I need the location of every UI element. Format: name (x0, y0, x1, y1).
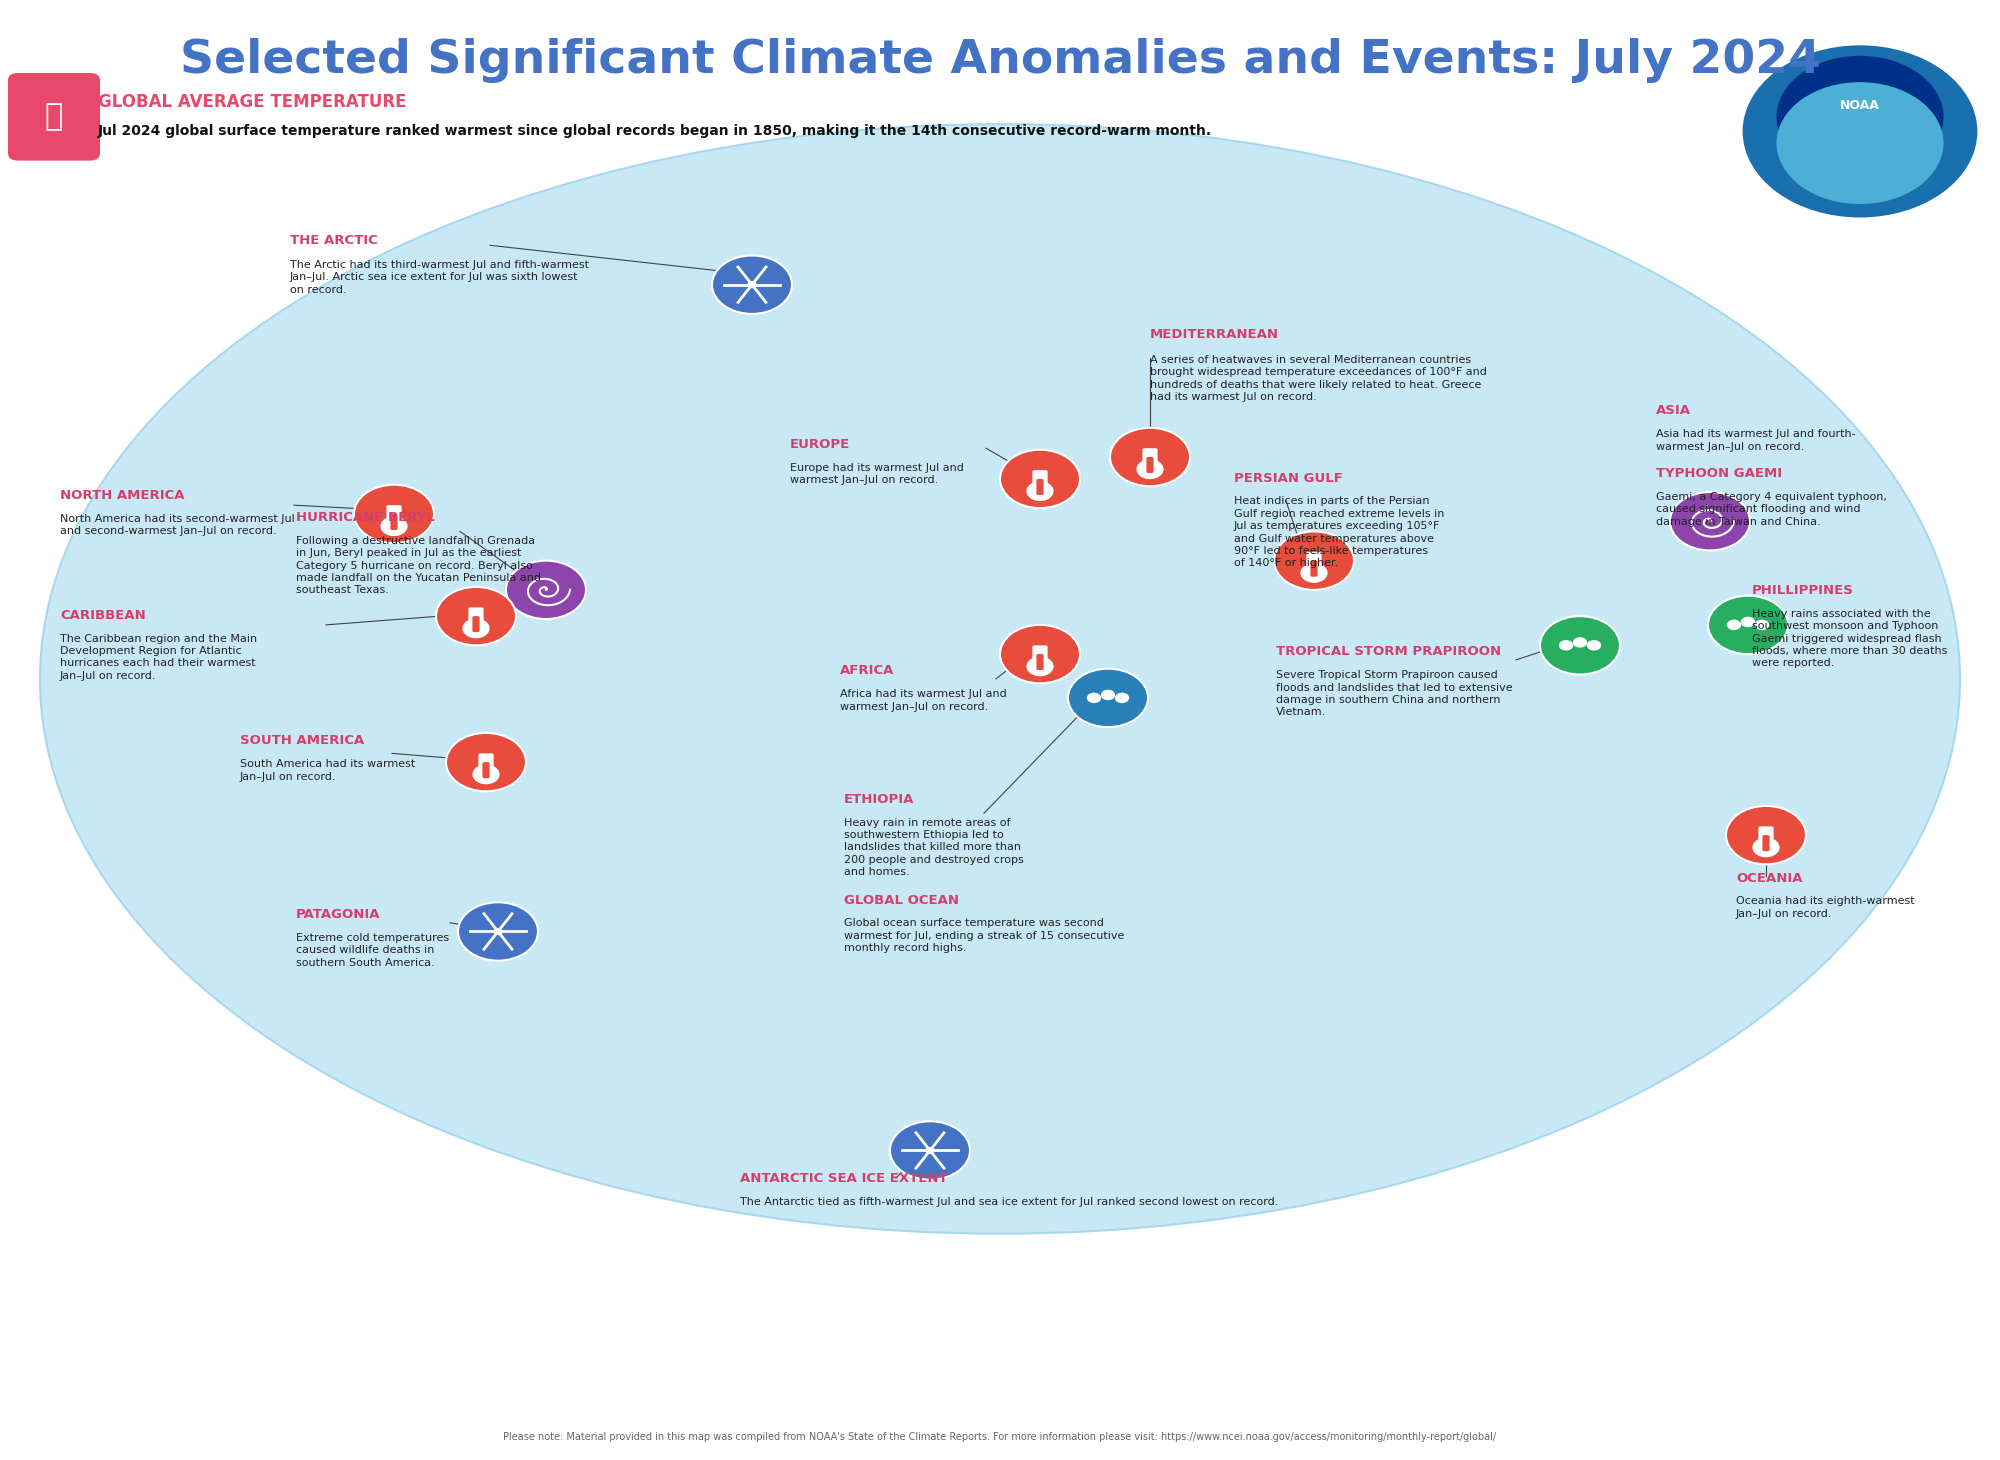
FancyBboxPatch shape (482, 762, 490, 778)
Circle shape (890, 1121, 970, 1180)
FancyBboxPatch shape (478, 753, 494, 778)
Text: EUROPE: EUROPE (790, 438, 850, 451)
Text: Selected Significant Climate Anomalies and Events: July 2024: Selected Significant Climate Anomalies a… (180, 38, 1820, 83)
Text: Severe Tropical Storm Prapiroon caused
floods and landslides that led to extensi: Severe Tropical Storm Prapiroon caused f… (1276, 670, 1512, 717)
Text: South America had its warmest
Jan–Jul on record.: South America had its warmest Jan–Jul on… (240, 759, 416, 781)
Text: GLOBAL AVERAGE TEMPERATURE: GLOBAL AVERAGE TEMPERATURE (98, 93, 406, 111)
Text: HURRICANE BERYL: HURRICANE BERYL (296, 511, 434, 524)
FancyBboxPatch shape (8, 73, 100, 161)
Circle shape (1026, 657, 1054, 676)
Circle shape (472, 765, 500, 784)
Circle shape (1274, 531, 1354, 590)
Text: PHILLIPPINES: PHILLIPPINES (1752, 584, 1854, 597)
FancyBboxPatch shape (1032, 645, 1048, 670)
FancyBboxPatch shape (1306, 552, 1322, 577)
FancyBboxPatch shape (1032, 470, 1048, 495)
Text: A series of heatwaves in several Mediterranean countries
brought widespread temp: A series of heatwaves in several Mediter… (1150, 355, 1486, 402)
Ellipse shape (40, 124, 1960, 1234)
Text: NOAA: NOAA (1840, 99, 1880, 111)
Circle shape (1300, 564, 1328, 583)
Text: Jul 2024 global surface temperature ranked warmest since global records began in: Jul 2024 global surface temperature rank… (98, 124, 1212, 139)
FancyBboxPatch shape (1758, 826, 1774, 851)
FancyBboxPatch shape (468, 607, 484, 632)
Text: PATAGONIA: PATAGONIA (296, 908, 380, 921)
Circle shape (1540, 616, 1620, 675)
FancyBboxPatch shape (1036, 479, 1044, 495)
Text: The Arctic had its third-warmest Jul and fifth-warmest
Jan–Jul. Arctic sea ice e: The Arctic had its third-warmest Jul and… (290, 260, 588, 295)
Text: Asia had its warmest Jul and fourth-
warmest Jan–Jul on record.: Asia had its warmest Jul and fourth- war… (1656, 429, 1856, 451)
Text: OCEANIA: OCEANIA (1736, 872, 1802, 885)
Text: THE ARCTIC: THE ARCTIC (290, 234, 378, 247)
Circle shape (1572, 637, 1588, 648)
FancyBboxPatch shape (1142, 448, 1158, 473)
Circle shape (494, 929, 502, 934)
Text: Africa had its warmest Jul and
warmest Jan–Jul on record.: Africa had its warmest Jul and warmest J… (840, 689, 1006, 711)
Circle shape (926, 1148, 934, 1153)
Text: CARIBBEAN: CARIBBEAN (60, 609, 146, 622)
Text: NORTH AMERICA: NORTH AMERICA (60, 489, 184, 502)
Circle shape (1068, 669, 1148, 727)
Circle shape (446, 733, 526, 791)
Circle shape (1086, 692, 1102, 704)
Circle shape (462, 619, 490, 638)
Text: MEDITERRANEAN: MEDITERRANEAN (1150, 328, 1280, 342)
Circle shape (1752, 838, 1780, 857)
FancyBboxPatch shape (1036, 654, 1044, 670)
Circle shape (1726, 619, 1742, 631)
Text: Europe had its warmest Jul and
warmest Jan–Jul on record.: Europe had its warmest Jul and warmest J… (790, 463, 964, 485)
Circle shape (1586, 639, 1602, 651)
Text: ASIA: ASIA (1656, 404, 1692, 418)
Text: Heat indices in parts of the Persian
Gulf region reached extreme levels in
Jul a: Heat indices in parts of the Persian Gul… (1234, 496, 1444, 568)
Text: PERSIAN GULF: PERSIAN GULF (1234, 472, 1342, 485)
Text: 🌡: 🌡 (44, 102, 64, 131)
Text: Please note: Material provided in this map was compiled from NOAA's State of the: Please note: Material provided in this m… (504, 1432, 1496, 1442)
Text: Following a destructive landfall in Grenada
in Jun, Beryl peaked in Jul as the e: Following a destructive landfall in Gren… (296, 536, 540, 596)
Circle shape (1776, 55, 1944, 178)
FancyBboxPatch shape (472, 616, 480, 632)
Text: TYPHOON GAEMI: TYPHOON GAEMI (1656, 467, 1782, 480)
Circle shape (1744, 47, 1976, 216)
Circle shape (506, 561, 586, 619)
Text: TROPICAL STORM PRAPIROON: TROPICAL STORM PRAPIROON (1276, 645, 1502, 658)
Circle shape (1110, 428, 1190, 486)
Circle shape (1740, 616, 1756, 628)
FancyBboxPatch shape (1146, 457, 1154, 473)
Text: GLOBAL OCEAN: GLOBAL OCEAN (844, 894, 960, 907)
Text: Oceania had its eighth-warmest
Jan–Jul on record.: Oceania had its eighth-warmest Jan–Jul o… (1736, 896, 1914, 918)
Circle shape (1726, 806, 1806, 864)
Circle shape (1558, 639, 1574, 651)
Circle shape (1000, 450, 1080, 508)
FancyBboxPatch shape (386, 505, 402, 530)
Circle shape (748, 282, 756, 288)
FancyBboxPatch shape (390, 514, 398, 530)
Circle shape (1754, 619, 1770, 631)
Circle shape (436, 587, 516, 645)
Circle shape (1114, 692, 1130, 704)
Circle shape (1136, 460, 1164, 479)
Circle shape (458, 902, 538, 961)
Text: Heavy rains associated with the
southwest monsoon and Typhoon
Gaemi triggered wi: Heavy rains associated with the southwes… (1752, 609, 1948, 669)
Text: North America had its second-warmest Jul
and second-warmest Jan–Jul on record.: North America had its second-warmest Jul… (60, 514, 294, 536)
Circle shape (1776, 82, 1944, 204)
FancyBboxPatch shape (1310, 561, 1318, 577)
Text: AFRICA: AFRICA (840, 664, 894, 677)
Circle shape (1100, 689, 1116, 701)
Text: ETHIOPIA: ETHIOPIA (844, 793, 914, 806)
Text: SOUTH AMERICA: SOUTH AMERICA (240, 734, 364, 748)
Circle shape (1708, 596, 1788, 654)
Text: Extreme cold temperatures
caused wildlife deaths in
southern South America.: Extreme cold temperatures caused wildlif… (296, 933, 450, 968)
Circle shape (712, 255, 792, 314)
Circle shape (1670, 492, 1750, 550)
Text: ANTARCTIC SEA ICE EXTENT: ANTARCTIC SEA ICE EXTENT (740, 1172, 948, 1186)
Text: The Antarctic tied as fifth-warmest Jul and sea ice extent for Jul ranked second: The Antarctic tied as fifth-warmest Jul … (740, 1197, 1278, 1207)
Circle shape (354, 485, 434, 543)
Text: The Caribbean region and the Main
Development Region for Atlantic
hurricanes eac: The Caribbean region and the Main Develo… (60, 634, 258, 680)
Text: Gaemi, a Category 4 equivalent typhoon,
caused significant flooding and wind
dam: Gaemi, a Category 4 equivalent typhoon, … (1656, 492, 1886, 527)
FancyBboxPatch shape (1762, 835, 1770, 851)
Circle shape (380, 517, 408, 536)
Circle shape (1000, 625, 1080, 683)
Text: Heavy rain in remote areas of
southwestern Ethiopia led to
landslides that kille: Heavy rain in remote areas of southweste… (844, 818, 1024, 877)
Circle shape (1026, 482, 1054, 501)
Text: Global ocean surface temperature was second
warmest for Jul, ending a streak of : Global ocean surface temperature was sec… (844, 918, 1124, 953)
